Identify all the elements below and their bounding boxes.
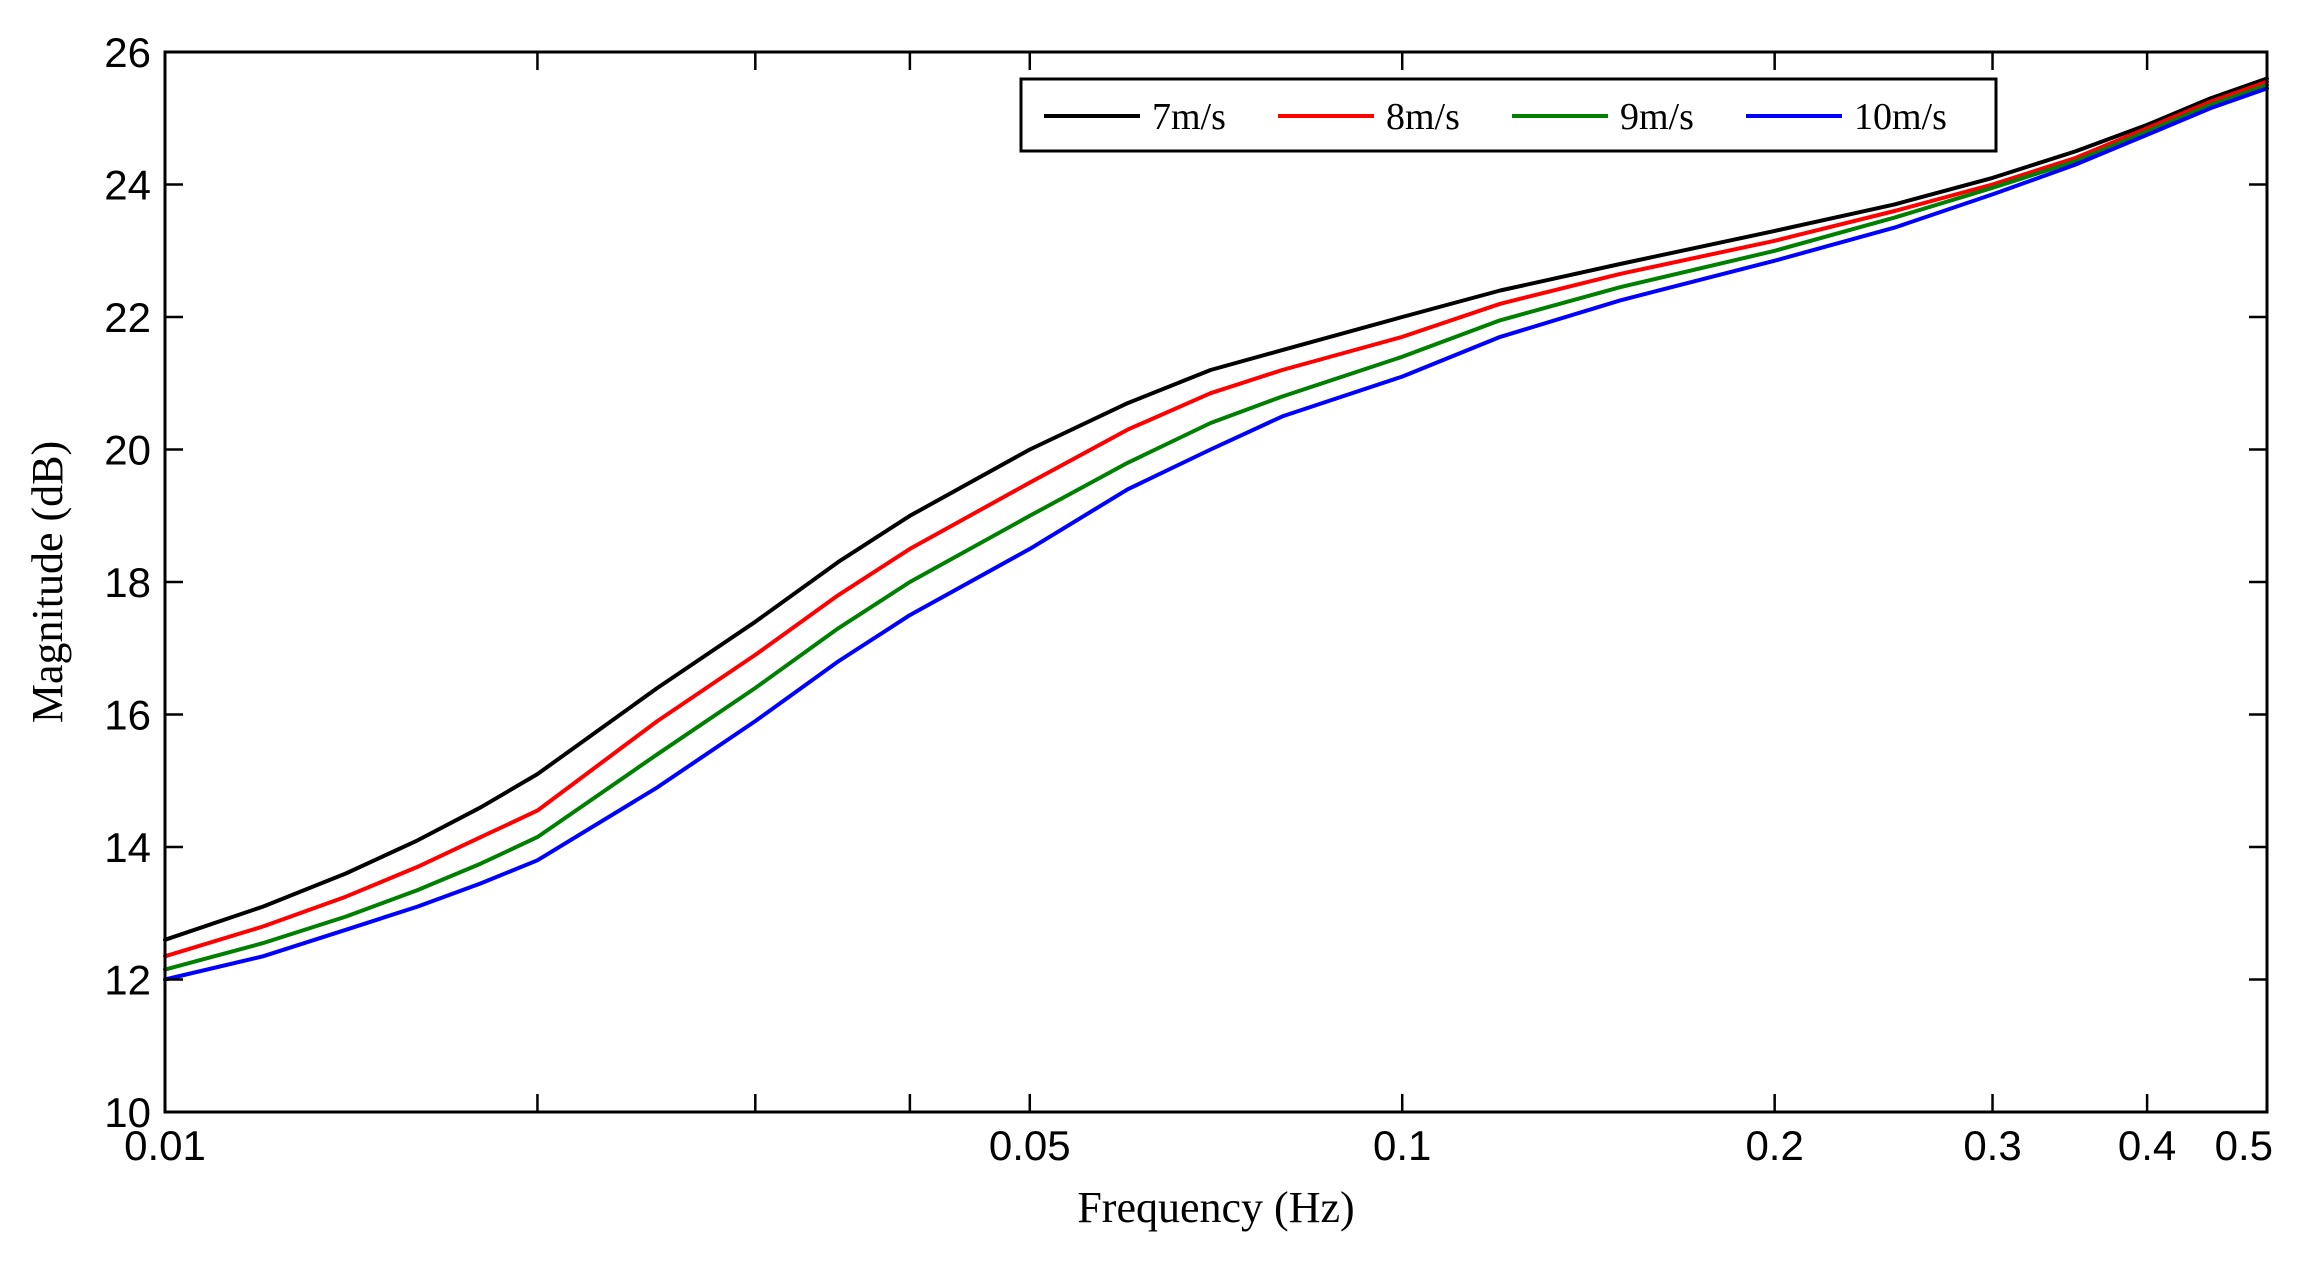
legend-label: 10m/s (1854, 96, 1947, 138)
series-line-7m-s (163, 76, 2269, 942)
legend-label: 8m/s (1386, 96, 1460, 138)
y-tick-label: 10 (104, 1089, 151, 1136)
y-tick-label: 14 (104, 824, 151, 871)
y-tick-label: 18 (104, 559, 151, 606)
x-axis-label: Frequency (Hz) (1077, 1183, 1354, 1232)
x-tick-label: 0.01 (124, 1122, 206, 1169)
y-axis-label: Magnitude (dB) (23, 441, 72, 723)
legend-label: 9m/s (1620, 96, 1694, 138)
tick-group: 10 12 14 16 18 20 22 24 26 0.01 0.05 0.1 0.2 0.3 0.4 0.… (104, 29, 2273, 1169)
plot-area (165, 52, 2267, 1112)
y-tick-label: 20 (104, 427, 151, 474)
series-line-9m-s (163, 83, 2269, 972)
x-tick-label: 0.1 (1373, 1122, 1431, 1169)
x-tick-label: 0.2 (1745, 1122, 1803, 1169)
y-tick-label: 26 (104, 29, 151, 76)
series-group (163, 76, 2269, 982)
series-line-8m-s (163, 79, 2269, 959)
plot-frame (163, 50, 2269, 1114)
y-tick-label: 12 (104, 957, 151, 1004)
y-tick-label: 16 (104, 692, 151, 739)
y-tick-label: 24 (104, 162, 151, 209)
x-tick-label: 0.4 (2118, 1122, 2176, 1169)
y-tick-label: 22 (104, 294, 151, 341)
legend: 7m/s 8m/s 9m/s 10m/s (1019, 77, 1998, 153)
series-line-10m-s (163, 86, 2269, 982)
legend-label: 7m/s (1152, 96, 1226, 138)
x-tick-label: 0.05 (989, 1122, 1071, 1169)
x-tick-label: 0.5 (2215, 1122, 2273, 1169)
x-tick-label: 0.3 (1963, 1122, 2021, 1169)
